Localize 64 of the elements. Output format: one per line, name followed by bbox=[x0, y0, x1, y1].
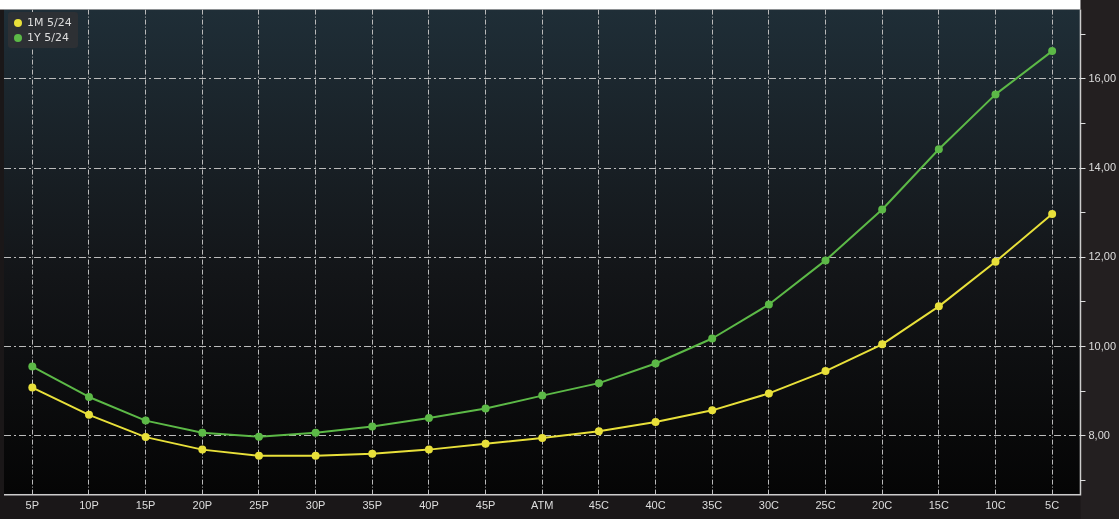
y-tick-label: 16,00 bbox=[1088, 71, 1116, 84]
y-tick-label: 14,00 bbox=[1088, 161, 1116, 174]
x-tick-label: 15C bbox=[928, 499, 949, 512]
point bbox=[368, 422, 377, 431]
point bbox=[878, 205, 887, 214]
point bbox=[481, 404, 490, 413]
legend-label: 1Y 5/24 bbox=[27, 31, 69, 44]
x-tick-label: 45C bbox=[588, 499, 610, 512]
x-tick-label: 20P bbox=[192, 499, 213, 512]
point bbox=[708, 334, 717, 343]
x-tick-label: 5P bbox=[25, 499, 40, 512]
x-tick-label: 25P bbox=[249, 499, 269, 512]
point bbox=[651, 417, 660, 426]
point bbox=[991, 257, 1000, 266]
point bbox=[424, 445, 433, 454]
x-tick-label: 35C bbox=[702, 499, 723, 512]
point bbox=[254, 451, 263, 460]
point bbox=[764, 300, 773, 309]
x-tick-label: 15P bbox=[135, 499, 156, 512]
x-tick-label: 40P bbox=[419, 499, 439, 512]
point bbox=[991, 90, 1000, 99]
x-tick-label: 25C bbox=[815, 499, 836, 512]
point bbox=[708, 406, 717, 415]
point bbox=[1048, 47, 1057, 56]
x-tick-label: ATM bbox=[531, 499, 554, 512]
y-tick-label: 12,00 bbox=[1088, 250, 1116, 263]
point bbox=[538, 391, 547, 400]
point bbox=[198, 445, 207, 454]
point bbox=[821, 256, 830, 265]
y-tick-label: 10,00 bbox=[1088, 339, 1116, 352]
x-tick-label: 5C bbox=[1045, 499, 1060, 512]
point bbox=[481, 439, 490, 448]
point bbox=[141, 433, 150, 442]
point bbox=[311, 451, 320, 460]
x-tick-label: 10P bbox=[79, 499, 99, 512]
point bbox=[1048, 209, 1057, 218]
point bbox=[594, 379, 603, 388]
x-tick-label: 30P bbox=[305, 499, 326, 512]
point bbox=[84, 410, 93, 419]
point bbox=[934, 302, 943, 311]
point bbox=[84, 392, 93, 401]
x-tick-label: 35P bbox=[362, 499, 383, 512]
point bbox=[821, 367, 830, 376]
point bbox=[424, 413, 433, 422]
point bbox=[368, 449, 377, 458]
legend-label: 1M 5/24 bbox=[27, 16, 72, 29]
point bbox=[594, 427, 603, 436]
point bbox=[538, 434, 547, 443]
point bbox=[878, 340, 887, 349]
x-tick-label: 45P bbox=[475, 499, 496, 512]
x-tick-label: 20C bbox=[872, 499, 893, 512]
point bbox=[28, 362, 37, 371]
point bbox=[141, 416, 150, 425]
x-tick-label: 40C bbox=[645, 499, 666, 512]
y-tick-label: 8,00 bbox=[1088, 428, 1110, 441]
x-tick-label: 10C bbox=[985, 499, 1006, 512]
point bbox=[198, 428, 207, 437]
point bbox=[764, 389, 773, 398]
point bbox=[651, 359, 660, 368]
x-tick-label: 30C bbox=[758, 499, 779, 512]
point bbox=[934, 145, 943, 154]
point bbox=[311, 428, 320, 437]
point bbox=[28, 383, 37, 392]
point bbox=[254, 432, 263, 441]
